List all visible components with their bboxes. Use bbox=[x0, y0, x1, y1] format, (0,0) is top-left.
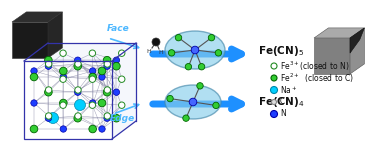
Text: Fe$^{3+}$(closed to N): Fe$^{3+}$(closed to N) bbox=[280, 59, 349, 73]
Circle shape bbox=[271, 63, 277, 69]
Circle shape bbox=[45, 61, 52, 67]
Polygon shape bbox=[48, 12, 62, 58]
Polygon shape bbox=[12, 12, 62, 22]
Circle shape bbox=[119, 102, 125, 108]
Circle shape bbox=[45, 113, 52, 119]
Circle shape bbox=[75, 61, 81, 67]
Circle shape bbox=[60, 76, 66, 82]
Circle shape bbox=[74, 99, 85, 111]
Circle shape bbox=[215, 50, 222, 56]
Circle shape bbox=[113, 62, 120, 70]
Circle shape bbox=[89, 50, 96, 56]
Circle shape bbox=[271, 99, 276, 105]
Polygon shape bbox=[314, 38, 350, 74]
Circle shape bbox=[169, 50, 175, 56]
Circle shape bbox=[48, 113, 59, 124]
Circle shape bbox=[89, 76, 96, 82]
Circle shape bbox=[60, 126, 67, 132]
Circle shape bbox=[104, 61, 110, 67]
Ellipse shape bbox=[165, 31, 225, 69]
Circle shape bbox=[90, 68, 96, 74]
Circle shape bbox=[103, 56, 111, 64]
Circle shape bbox=[90, 100, 96, 106]
Text: N: N bbox=[280, 110, 286, 119]
Circle shape bbox=[198, 64, 205, 70]
Circle shape bbox=[113, 114, 120, 122]
Circle shape bbox=[189, 98, 197, 106]
Circle shape bbox=[152, 38, 160, 46]
Circle shape bbox=[31, 100, 37, 106]
Circle shape bbox=[104, 115, 110, 121]
Polygon shape bbox=[24, 43, 136, 61]
Circle shape bbox=[60, 74, 67, 80]
Circle shape bbox=[31, 68, 37, 74]
Circle shape bbox=[45, 56, 52, 64]
Circle shape bbox=[183, 115, 189, 121]
Circle shape bbox=[89, 102, 96, 108]
Circle shape bbox=[185, 64, 192, 70]
Circle shape bbox=[99, 74, 105, 80]
Circle shape bbox=[191, 46, 199, 54]
Circle shape bbox=[98, 99, 106, 107]
Circle shape bbox=[197, 83, 203, 89]
Circle shape bbox=[74, 89, 81, 95]
Text: Edge: Edge bbox=[110, 114, 135, 123]
Circle shape bbox=[104, 87, 110, 93]
Text: C: C bbox=[280, 97, 285, 107]
Circle shape bbox=[59, 99, 67, 107]
Circle shape bbox=[208, 35, 215, 41]
Polygon shape bbox=[350, 28, 364, 53]
Ellipse shape bbox=[165, 85, 221, 119]
Circle shape bbox=[45, 87, 52, 93]
Circle shape bbox=[119, 76, 125, 82]
Circle shape bbox=[60, 50, 66, 56]
Circle shape bbox=[113, 57, 119, 63]
Circle shape bbox=[99, 126, 105, 132]
Circle shape bbox=[45, 88, 52, 96]
Circle shape bbox=[89, 73, 96, 81]
Circle shape bbox=[45, 115, 52, 121]
Circle shape bbox=[271, 86, 277, 93]
Circle shape bbox=[30, 125, 38, 133]
Circle shape bbox=[74, 114, 82, 122]
Text: H: H bbox=[147, 48, 151, 53]
Circle shape bbox=[74, 62, 82, 70]
Polygon shape bbox=[314, 28, 364, 38]
Circle shape bbox=[75, 87, 81, 93]
Circle shape bbox=[60, 102, 66, 108]
Circle shape bbox=[213, 102, 219, 109]
Circle shape bbox=[98, 67, 106, 75]
Circle shape bbox=[271, 75, 277, 81]
Polygon shape bbox=[12, 22, 48, 58]
Text: Fe(CN)$_4$: Fe(CN)$_4$ bbox=[258, 95, 304, 109]
Polygon shape bbox=[350, 28, 364, 74]
Circle shape bbox=[104, 113, 110, 119]
Circle shape bbox=[75, 113, 81, 119]
Circle shape bbox=[119, 50, 125, 56]
Text: Fe(CN)$_5$: Fe(CN)$_5$ bbox=[258, 44, 304, 58]
Text: Fe$^{2+}$  (closed to C): Fe$^{2+}$ (closed to C) bbox=[280, 71, 354, 85]
Circle shape bbox=[103, 88, 111, 96]
Circle shape bbox=[113, 89, 119, 95]
Text: H: H bbox=[159, 49, 163, 54]
Circle shape bbox=[271, 111, 277, 118]
Circle shape bbox=[30, 73, 38, 81]
Circle shape bbox=[175, 35, 182, 41]
Circle shape bbox=[45, 63, 52, 69]
Circle shape bbox=[104, 63, 110, 69]
Circle shape bbox=[167, 95, 173, 102]
Polygon shape bbox=[112, 43, 136, 139]
Circle shape bbox=[59, 67, 67, 75]
Text: Na$^+$: Na$^+$ bbox=[280, 84, 297, 96]
Circle shape bbox=[74, 57, 81, 63]
Text: Face: Face bbox=[107, 24, 130, 33]
Circle shape bbox=[89, 125, 96, 133]
